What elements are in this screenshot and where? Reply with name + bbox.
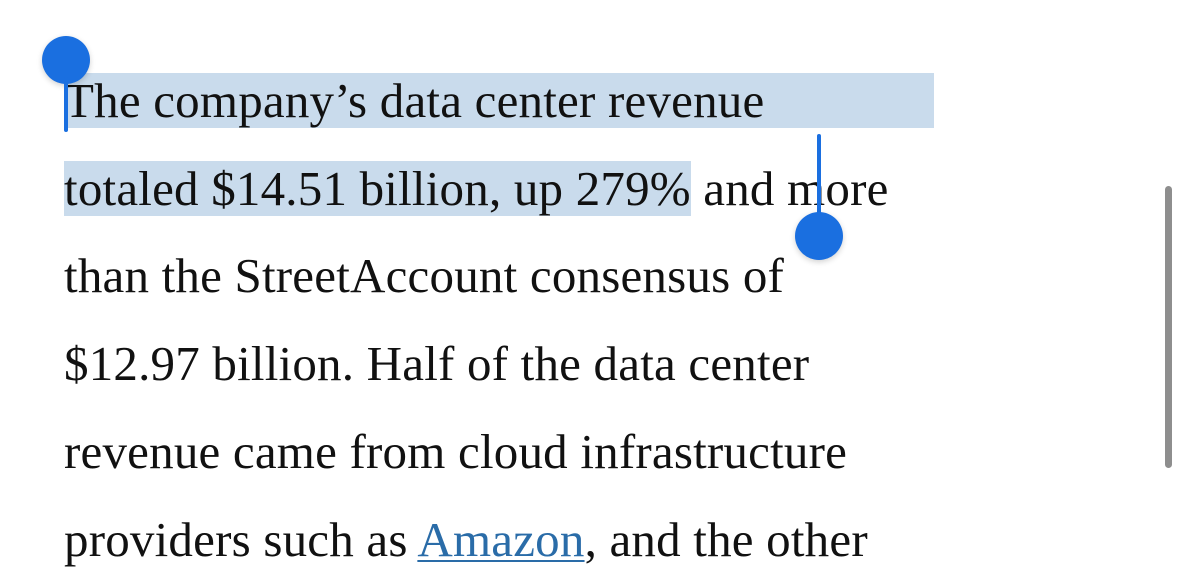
article-line-2: totaled $14.51 billion, up 279% and more [64,161,889,216]
selection-end-caret[interactable] [817,134,821,234]
body-text: , and the other [584,512,868,567]
article-line-6: providers such as Amazon, and the other [64,515,868,564]
selected-text[interactable]: The company’s data center revenue [64,73,935,128]
article-line-4: $12.97 billion. Half of the data center [64,339,809,388]
article-line-5: revenue came from cloud infrastructure [64,427,847,476]
vertical-scrollbar[interactable] [1165,186,1172,468]
selected-text[interactable]: totaled $14.51 billion, up 279% [64,161,691,216]
selection-end-handle-icon[interactable] [795,212,843,260]
amazon-link[interactable]: Amazon [417,512,585,567]
body-text: providers such as [64,512,418,567]
body-text: and more [690,161,889,216]
body-text: revenue came from cloud infrastructure [64,424,848,479]
selection-start-caret[interactable] [64,76,68,132]
body-text: than the StreetAccount consensus of [64,248,785,303]
article-line-1: The company’s data center revenue [64,73,935,128]
body-text: $12.97 billion. Half of the data center [64,336,810,391]
article-line-3: than the StreetAccount consensus of [64,251,784,300]
